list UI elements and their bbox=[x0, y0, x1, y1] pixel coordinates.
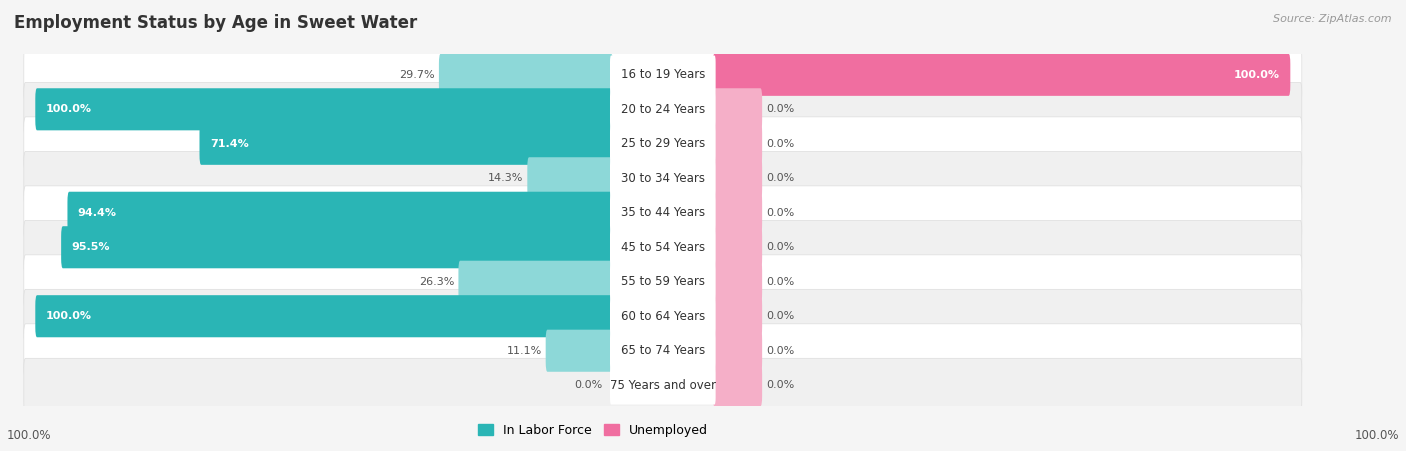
FancyBboxPatch shape bbox=[458, 261, 613, 303]
FancyBboxPatch shape bbox=[24, 358, 1302, 412]
FancyBboxPatch shape bbox=[24, 117, 1302, 170]
FancyBboxPatch shape bbox=[713, 157, 762, 199]
Text: 0.0%: 0.0% bbox=[766, 208, 794, 218]
FancyBboxPatch shape bbox=[527, 157, 613, 199]
FancyBboxPatch shape bbox=[610, 297, 716, 336]
FancyBboxPatch shape bbox=[24, 290, 1302, 343]
Text: 0.0%: 0.0% bbox=[766, 277, 794, 287]
Text: 60 to 64 Years: 60 to 64 Years bbox=[620, 310, 704, 323]
Text: 0.0%: 0.0% bbox=[766, 104, 794, 114]
FancyBboxPatch shape bbox=[24, 255, 1302, 308]
Text: 94.4%: 94.4% bbox=[77, 208, 117, 218]
FancyBboxPatch shape bbox=[35, 88, 613, 130]
FancyBboxPatch shape bbox=[24, 152, 1302, 205]
FancyBboxPatch shape bbox=[713, 261, 762, 303]
FancyBboxPatch shape bbox=[713, 226, 762, 268]
FancyBboxPatch shape bbox=[610, 366, 716, 405]
FancyBboxPatch shape bbox=[200, 123, 613, 165]
FancyBboxPatch shape bbox=[610, 159, 716, 198]
Text: 95.5%: 95.5% bbox=[72, 242, 110, 252]
FancyBboxPatch shape bbox=[713, 295, 762, 337]
Legend: In Labor Force, Unemployed: In Labor Force, Unemployed bbox=[472, 419, 713, 442]
FancyBboxPatch shape bbox=[439, 54, 613, 96]
Text: 100.0%: 100.0% bbox=[45, 104, 91, 114]
Text: 0.0%: 0.0% bbox=[766, 311, 794, 321]
Text: 0.0%: 0.0% bbox=[574, 380, 603, 390]
Text: 14.3%: 14.3% bbox=[488, 173, 523, 183]
FancyBboxPatch shape bbox=[713, 54, 1291, 96]
Text: 30 to 34 Years: 30 to 34 Years bbox=[621, 172, 704, 185]
Text: 55 to 59 Years: 55 to 59 Years bbox=[621, 275, 704, 288]
FancyBboxPatch shape bbox=[24, 48, 1302, 102]
FancyBboxPatch shape bbox=[24, 221, 1302, 274]
FancyBboxPatch shape bbox=[610, 262, 716, 301]
FancyBboxPatch shape bbox=[713, 330, 762, 372]
FancyBboxPatch shape bbox=[610, 193, 716, 232]
FancyBboxPatch shape bbox=[713, 364, 762, 406]
FancyBboxPatch shape bbox=[610, 124, 716, 163]
Text: 75 Years and over: 75 Years and over bbox=[610, 379, 716, 392]
Text: 11.1%: 11.1% bbox=[506, 346, 541, 356]
FancyBboxPatch shape bbox=[713, 192, 762, 234]
Text: 100.0%: 100.0% bbox=[1354, 429, 1399, 442]
FancyBboxPatch shape bbox=[713, 88, 762, 130]
FancyBboxPatch shape bbox=[610, 331, 716, 370]
Text: 71.4%: 71.4% bbox=[209, 139, 249, 149]
Text: 25 to 29 Years: 25 to 29 Years bbox=[620, 137, 704, 150]
Text: 100.0%: 100.0% bbox=[7, 429, 52, 442]
FancyBboxPatch shape bbox=[610, 55, 716, 94]
Text: 29.7%: 29.7% bbox=[399, 70, 434, 80]
Text: Source: ZipAtlas.com: Source: ZipAtlas.com bbox=[1274, 14, 1392, 23]
FancyBboxPatch shape bbox=[67, 192, 613, 234]
Text: 20 to 24 Years: 20 to 24 Years bbox=[620, 103, 704, 116]
FancyBboxPatch shape bbox=[546, 330, 613, 372]
FancyBboxPatch shape bbox=[24, 83, 1302, 136]
FancyBboxPatch shape bbox=[60, 226, 613, 268]
Text: 0.0%: 0.0% bbox=[766, 139, 794, 149]
FancyBboxPatch shape bbox=[610, 90, 716, 129]
Text: 35 to 44 Years: 35 to 44 Years bbox=[621, 206, 704, 219]
FancyBboxPatch shape bbox=[713, 123, 762, 165]
Text: 45 to 54 Years: 45 to 54 Years bbox=[621, 241, 704, 254]
Text: 0.0%: 0.0% bbox=[766, 173, 794, 183]
Text: Employment Status by Age in Sweet Water: Employment Status by Age in Sweet Water bbox=[14, 14, 418, 32]
Text: 0.0%: 0.0% bbox=[766, 242, 794, 252]
Text: 100.0%: 100.0% bbox=[1234, 70, 1279, 80]
FancyBboxPatch shape bbox=[24, 324, 1302, 377]
Text: 65 to 74 Years: 65 to 74 Years bbox=[620, 344, 704, 357]
Text: 26.3%: 26.3% bbox=[419, 277, 454, 287]
FancyBboxPatch shape bbox=[610, 228, 716, 267]
Text: 0.0%: 0.0% bbox=[766, 380, 794, 390]
FancyBboxPatch shape bbox=[35, 295, 613, 337]
FancyBboxPatch shape bbox=[24, 186, 1302, 239]
Text: 100.0%: 100.0% bbox=[45, 311, 91, 321]
Text: 0.0%: 0.0% bbox=[766, 346, 794, 356]
Text: 16 to 19 Years: 16 to 19 Years bbox=[620, 68, 704, 81]
